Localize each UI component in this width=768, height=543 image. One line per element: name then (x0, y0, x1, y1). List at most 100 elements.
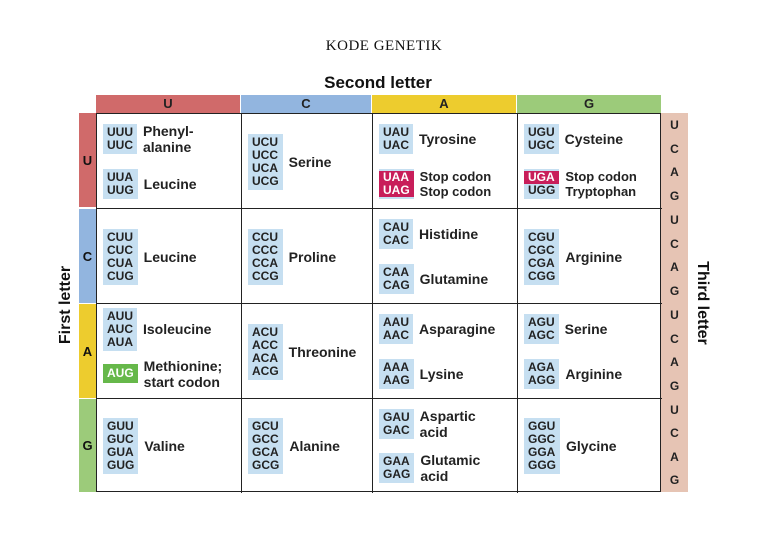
codon-group: AGA AGG Arginine (524, 354, 622, 395)
codon: CCC (252, 242, 278, 257)
codon: CGA (528, 255, 555, 270)
codon: CCU (252, 229, 278, 244)
codon-list: CUU CUC CUA CUG (103, 228, 138, 285)
codon-cell-cu: CUU CUC CUA CUG Leucine (97, 209, 242, 304)
codon-list: AAU AAC (379, 314, 413, 345)
codon-group: GUU GUC GUA GUG Valine (103, 405, 185, 487)
codon-group: UGU UGC Cysteine (524, 119, 623, 160)
stop-codon: UGA (524, 170, 560, 184)
codon: CAU (383, 220, 409, 235)
codon: UUG (107, 182, 134, 197)
amino-acid-label: Histidine (419, 226, 479, 243)
amino-acid-label: Methionine; start codon (143, 357, 223, 390)
codon-group: UUU UUC Phenyl-alanine (103, 119, 194, 160)
codon: GAC (383, 423, 410, 437)
codon-cell-ug: UGU UGC Cysteine UGA UGG Stop codon Tryptophan (518, 114, 662, 209)
third-letter-u: U (670, 307, 679, 322)
amino-acid-label: Asparagine (419, 321, 496, 338)
codon-cell-au: AUU AUC AUA Isoleucine AUG Methionine; start c… (97, 304, 242, 399)
codon-table: UUU UUC Phenyl-alanine UUA UUG Leucine UCU UCC U… (96, 113, 662, 493)
second-letter-header-u: U (96, 95, 240, 113)
codon: GCC (252, 432, 279, 446)
codon: GUU (107, 419, 134, 433)
third-letter-a: A (670, 165, 679, 180)
codon: CUG (107, 268, 134, 283)
codon: UAU (383, 125, 409, 140)
codon: GAU (383, 410, 410, 424)
codon: GCU (252, 419, 279, 433)
third-letter-bar (661, 113, 688, 492)
first-letter-header-u: U (79, 113, 96, 207)
codon: GAA (383, 454, 410, 468)
third-letter-u: U (670, 117, 679, 132)
codon-list: UUU UUC (103, 124, 137, 155)
codon: CAA (383, 264, 409, 279)
codon: AAG (383, 372, 410, 387)
codon-group: CCU CCC CCA CCG Proline (248, 215, 336, 298)
amino-acid-label: Tyrosine (419, 131, 477, 148)
codon-group: GAA GAG Glutamic acid (379, 448, 480, 488)
codon-cell-gg: GGU GGC GGA GGG Glycine (518, 399, 662, 493)
codon-list: AAA AAG (379, 358, 414, 389)
third-letter-g: G (669, 473, 680, 488)
amino-acid-label: Aspartic acid (419, 408, 476, 440)
amino-acid-label: Leucine (143, 175, 197, 192)
codon: UCG (252, 173, 279, 188)
codon: UGG (528, 182, 556, 197)
third-letter-a: A (670, 449, 679, 464)
codon-group: CUU CUC CUA CUG Leucine (103, 215, 197, 298)
third-letter-a: A (670, 355, 679, 370)
codon-list: AUG (103, 364, 138, 384)
codon-group: ACU ACC ACA ACG Threonine (248, 310, 356, 393)
codon-group: GGU GGC GGA GGG Glycine (524, 405, 617, 487)
codon: GCG (252, 458, 280, 472)
codon-group: UAA UAG Stop codon Stop codon (379, 164, 491, 205)
third-letter-a: A (670, 260, 679, 275)
codon: CCG (252, 268, 279, 283)
amino-acid-label: Cysteine (564, 131, 624, 148)
amino-acid-label: Arginine (565, 365, 623, 382)
stop-codon: UAG (379, 183, 414, 197)
codon: AGG (528, 372, 556, 387)
codon: UCC (252, 147, 278, 162)
codon: ACC (252, 337, 278, 352)
third-letter-g: G (669, 189, 680, 204)
codon-list: CCU CCC CCA CCG (248, 228, 283, 285)
codon: UUC (107, 138, 133, 153)
codon-list: CAA CAG (379, 263, 414, 294)
amino-acid-label: Threonine (288, 343, 357, 360)
first-letter-header-a: A (79, 304, 96, 398)
codon: AUA (107, 334, 133, 349)
codon-list: UGU UGC (524, 124, 559, 155)
third-letter-title: Third letter (694, 261, 711, 345)
codon-cell-uu: UUU UUC Phenyl-alanine UUA UUG Leucine (97, 114, 242, 209)
amino-acid-label: Phenyl-alanine (143, 123, 194, 156)
codon-list: GGU GGC GGA GGG (524, 418, 561, 474)
codon-cell-ac: ACU ACC ACA ACG Threonine (242, 304, 373, 399)
first-letter-title: First letter (57, 265, 74, 345)
second-letter-header-g: G (517, 95, 661, 113)
third-letter-g: G (669, 284, 680, 299)
start-codon: AUG (103, 364, 138, 384)
codon-list: UAU UAC (379, 124, 413, 155)
codon-cell-ag: AGU AGC Serine AGA AGG Arginine (518, 304, 662, 399)
codon-group: AUU AUC AUA Isoleucine (103, 307, 211, 351)
codon: GUC (107, 432, 134, 446)
codon: AAA (383, 359, 409, 374)
second-letter-header-a: A (372, 95, 516, 113)
codon-cell-aa: AAU AAC Asparagine AAA AAG Lysine (373, 304, 518, 399)
codon: GCA (252, 445, 279, 459)
third-letter-u: U (670, 402, 679, 417)
codon: UUA (107, 169, 133, 184)
codon: ACU (252, 324, 278, 339)
codon-cell-gc: GCU GCC GCA GCG Alanine (242, 399, 373, 493)
codon: GGA (528, 445, 556, 459)
codon: CAC (383, 233, 409, 248)
codon: UGU (528, 125, 555, 140)
codon: GGU (528, 419, 556, 433)
codon-group: AAA AAG Lysine (379, 354, 464, 395)
codon-list: AGA AGG (524, 358, 560, 389)
codon-group: UGA UGG Stop codon Tryptophan (524, 164, 637, 205)
amino-acid-label: Alanine (289, 438, 340, 454)
second-letter-title: Second letter (324, 73, 432, 92)
